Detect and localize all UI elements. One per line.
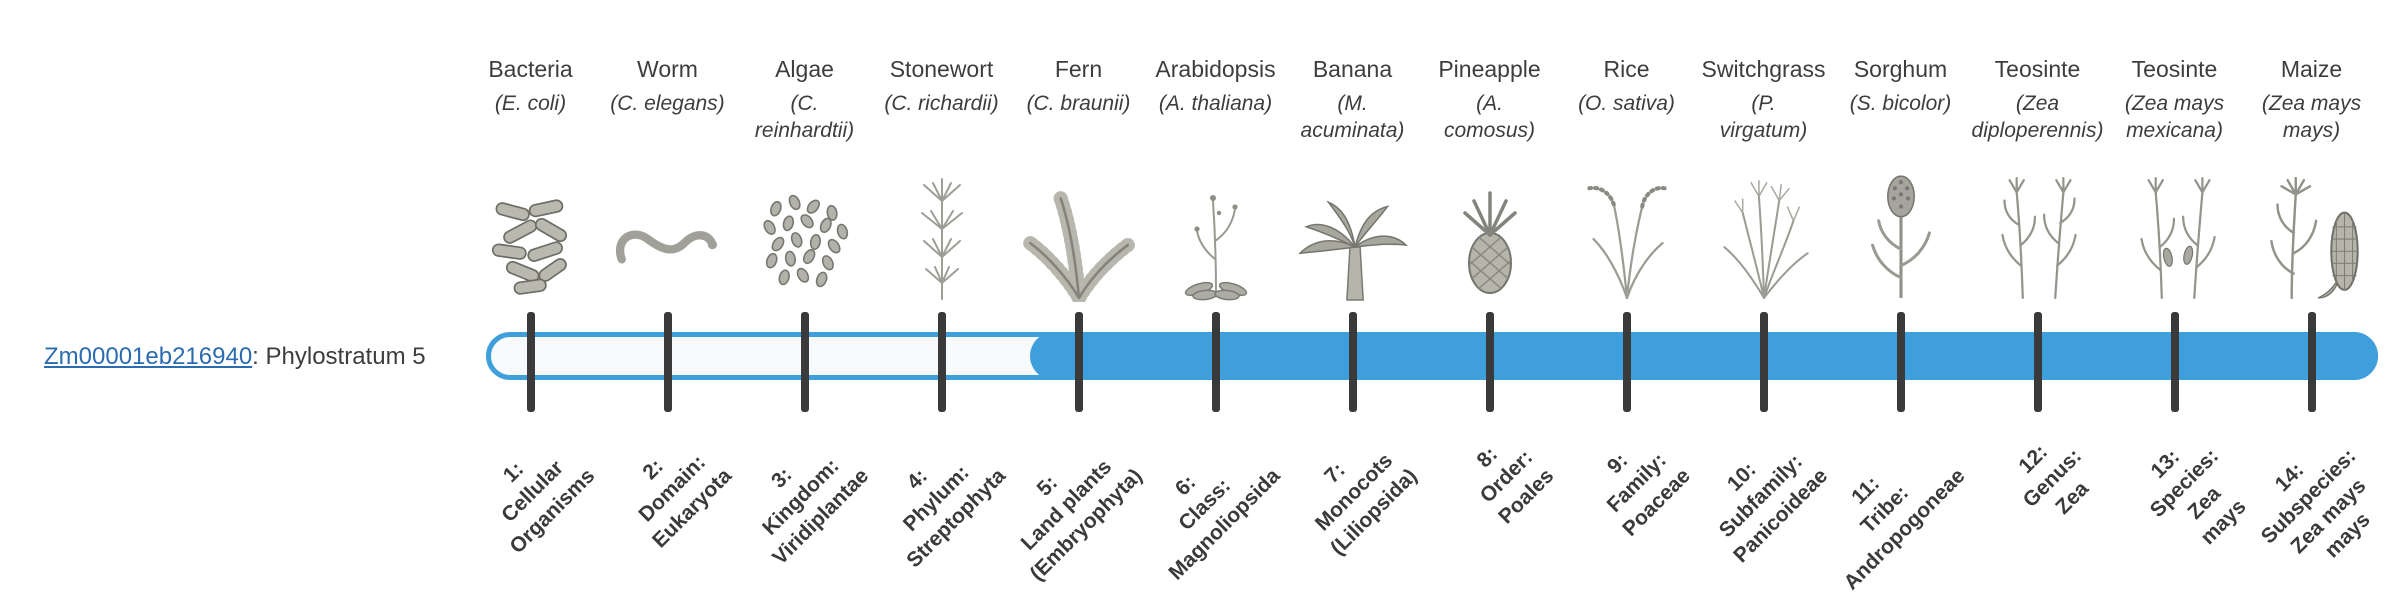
organism-column-maize: Maize (Zea mays mays) 14: Subspecies: Ze… — [2243, 0, 2380, 580]
phylostrata-bar-fill — [1030, 332, 2378, 380]
teosinte-mexicana-icon — [2096, 158, 2253, 302]
arabidopsis-icon — [1137, 158, 1294, 302]
stratum-tick — [1759, 312, 1768, 412]
organism-column-bacteria: Bacteria (E. coli) 1: Cellular Organisms — [462, 0, 599, 580]
stratum-label: 12: Genus: Zea — [2014, 440, 2093, 519]
organism-scientific-name: (C. braunii) — [1026, 92, 1131, 115]
stratum-label: 2: Domain: Eukaryota — [634, 450, 736, 553]
organism-name: Bacteria — [488, 56, 573, 82]
worm-icon — [589, 158, 746, 302]
organism-column-banana: Banana (M. acuminata) 7: Monocots (Lilio… — [1284, 0, 1421, 580]
organism-column-fern: Fern (C. braunii) 5: Land plants (Embryo… — [1010, 0, 1147, 585]
organism-name: Banana — [1312, 56, 1393, 82]
organism-column-arabidopsis: Arabidopsis (A. thaliana) — [1147, 0, 1284, 584]
organism-name: Switchgrass — [1701, 56, 1826, 82]
gene-id-link[interactable]: Zm00001eb216940 — [44, 343, 253, 370]
organism-name: Arabidopsis — [1155, 56, 1276, 82]
phylostratum-text: : Phylostratum 5 — [252, 343, 426, 370]
stratum-tick — [1622, 312, 1631, 412]
gene-label: Zm00001eb216940: Phylostratum 5 — [44, 343, 426, 371]
stratum-tick — [2307, 312, 2316, 412]
organism-scientific-name: (P. virgatum) — [1719, 92, 1808, 143]
organism-name: Fern — [1054, 56, 1103, 82]
organism-scientific-name: (M. acuminata) — [1300, 92, 1405, 143]
organism-column-rice: Rice (O. sativa) 9: Family: Poaceae — [1558, 0, 1695, 580]
organism-name: Rice — [1603, 56, 1650, 82]
pineapple-icon — [1411, 158, 1568, 302]
organism-scientific-name: (A. thaliana) — [1158, 92, 1273, 115]
organism-scientific-name: (O. sativa) — [1578, 92, 1675, 115]
organism-name: Teosinte — [2131, 56, 2218, 82]
teosinte-diploperennis-icon — [1959, 158, 2116, 302]
stratum-label: 3: Kingdom: Viridiplantae — [758, 454, 873, 570]
stratum-tick — [2170, 312, 2179, 412]
stratum-label: 8: Order: Poales — [1472, 442, 1558, 529]
organism-scientific-name: (C. richardii) — [884, 92, 999, 115]
organism-scientific-name: (Zea diploperennis) — [1971, 92, 2104, 143]
stratum-tick — [1074, 312, 1083, 412]
organism-scientific-name: (E. coli) — [494, 92, 567, 115]
stratum-tick — [526, 312, 535, 412]
stratum-tick — [1485, 312, 1494, 412]
stratum-label: 7: Monocots (Liliopsida) — [1310, 449, 1421, 560]
organism-scientific-name: (A. comosus) — [1443, 92, 1536, 143]
switchgrass-icon — [1685, 158, 1842, 302]
fern-icon — [1000, 158, 1157, 302]
organism-column-switchgrass: Switchgrass (P. virgatum) 10: Subfamily:… — [1695, 0, 1832, 580]
organism-name: Pineapple — [1438, 56, 1541, 82]
banana-icon — [1274, 158, 1431, 302]
stonewort-icon — [863, 158, 1020, 302]
organism-name: Algae — [775, 56, 834, 82]
algae-icon — [726, 158, 883, 302]
organism-column-pineapple: Pineapple (A. comosus) 8: Order: Poales — [1421, 0, 1558, 580]
maize-icon — [2233, 158, 2390, 302]
organism-name: Teosinte — [1994, 56, 2081, 82]
organism-scientific-name: (Zea mays mexicana) — [2124, 92, 2225, 143]
bacteria-icon — [452, 158, 609, 302]
phylostrata-columns: Bacteria (E. coli) 1: Cellular Organisms… — [462, 0, 2380, 594]
stratum-tick — [2033, 312, 2042, 412]
stratum-label: 6: Class: Magnoliopsida — [1163, 464, 1284, 585]
stratum-label: 1: Cellular Organisms — [497, 456, 599, 558]
sorghum-icon — [1822, 158, 1979, 302]
stratum-label: 14: Subspecies: Zea mays mays — [2256, 444, 2375, 563]
stratum-label: 5: Land plants (Embryophyta) — [1017, 455, 1147, 586]
stratum-tick — [800, 312, 809, 412]
stratum-tick — [1896, 312, 1905, 412]
stratum-tick — [937, 312, 946, 412]
organism-name: Sorghum — [1853, 56, 1948, 82]
organism-name: Maize — [2280, 56, 2343, 82]
organism-column-stonewort: Stonewort (C. richardii) 4: Phylum: Stre… — [873, 0, 1010, 580]
rice-icon — [1548, 158, 1705, 302]
stratum-tick — [1348, 312, 1357, 412]
stratum-label: 4: Phylum: Streptophyta — [899, 461, 1010, 572]
organism-scientific-name: (Zea mays mays) — [2261, 92, 2362, 143]
organism-column-sorghum: Sorghum (S. bicolor) 11: Tribe: Andropog… — [1832, 0, 1969, 594]
organism-scientific-name: (C. reinhardtii) — [754, 92, 855, 143]
organism-scientific-name: (S. bicolor) — [1849, 92, 1952, 115]
organism-scientific-name: (C. elegans) — [610, 92, 725, 115]
organism-name: Worm — [637, 56, 698, 82]
organism-column-worm: Worm (C. elegans) 2: Domain: Eukaryota — [599, 0, 736, 580]
stratum-tick — [1211, 312, 1220, 412]
organism-column-algae: Algae (C. reinhardtii) 3: Kingdom: Virid… — [736, 0, 873, 580]
organism-column-teosinte-diploperennis: Teosinte (Zea diploperennis) 12: Genus: … — [1969, 0, 2106, 580]
stratum-tick — [663, 312, 672, 412]
stratum-label: 9: Family: Poaceae — [1603, 448, 1695, 541]
organism-name: Stonewort — [889, 56, 994, 82]
organism-column-teosinte-mexicana: Teosinte (Zea mays mexicana) 13: Species… — [2106, 0, 2251, 580]
